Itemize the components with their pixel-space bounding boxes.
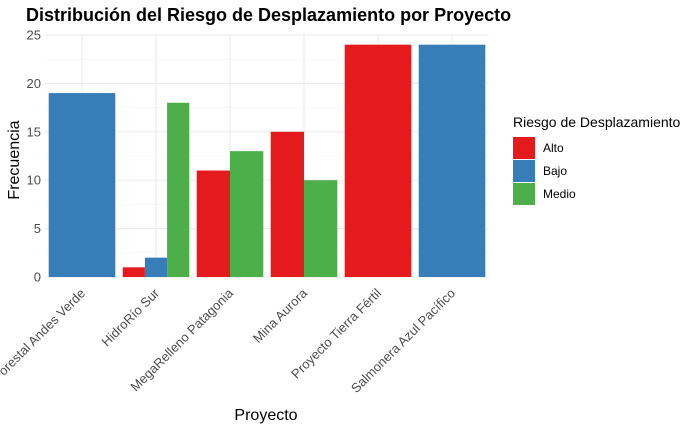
chart-title: Distribución del Riesgo de Desplazamient… <box>26 5 511 25</box>
legend-label-bajo: Bajo <box>543 164 567 178</box>
legend: Riesgo de Desplazamiento Alto Bajo Medio <box>513 114 681 205</box>
y-tick-label: 15 <box>27 124 41 139</box>
bar-alto <box>122 267 145 277</box>
legend-title: Riesgo de Desplazamiento <box>513 114 681 130</box>
legend-label-alto: Alto <box>543 141 564 155</box>
y-axis-title: Frecuencia <box>6 120 23 199</box>
legend-swatch-bajo <box>513 160 535 182</box>
x-tick-label: HidroRío Sur <box>98 285 162 349</box>
y-tick-label: 25 <box>27 28 41 43</box>
y-tick-label: 5 <box>34 221 41 236</box>
x-tick-labels: Forestal Andes Verde HidroRío SurMegaRell… <box>0 285 458 396</box>
bar-alto <box>196 170 230 277</box>
legend-swatch-alto <box>513 137 535 159</box>
legend-label-medio: Medio <box>543 187 576 201</box>
y-tick-label: 20 <box>27 76 41 91</box>
y-tick-label: 0 <box>34 270 41 285</box>
bar-medio <box>167 102 190 277</box>
x-axis-title: Proyecto <box>234 407 297 424</box>
x-tick-label: Forestal Andes Verde <box>0 286 88 385</box>
bar-medio <box>304 180 338 277</box>
bar-bajo <box>48 93 116 277</box>
legend-swatch-medio <box>513 183 535 205</box>
bar-medio <box>230 151 264 277</box>
y-tick-labels: 0 5 10 15 20 25 <box>27 28 41 285</box>
bar-bajo <box>418 44 486 278</box>
legend-items: Alto Bajo Medio <box>513 137 576 205</box>
x-tick-label: Mina Aurora <box>250 285 311 346</box>
bar-bajo <box>144 257 168 277</box>
y-tick-label: 10 <box>27 173 41 188</box>
bars <box>48 44 486 278</box>
bar-alto <box>344 44 412 278</box>
bar-alto <box>270 131 304 277</box>
